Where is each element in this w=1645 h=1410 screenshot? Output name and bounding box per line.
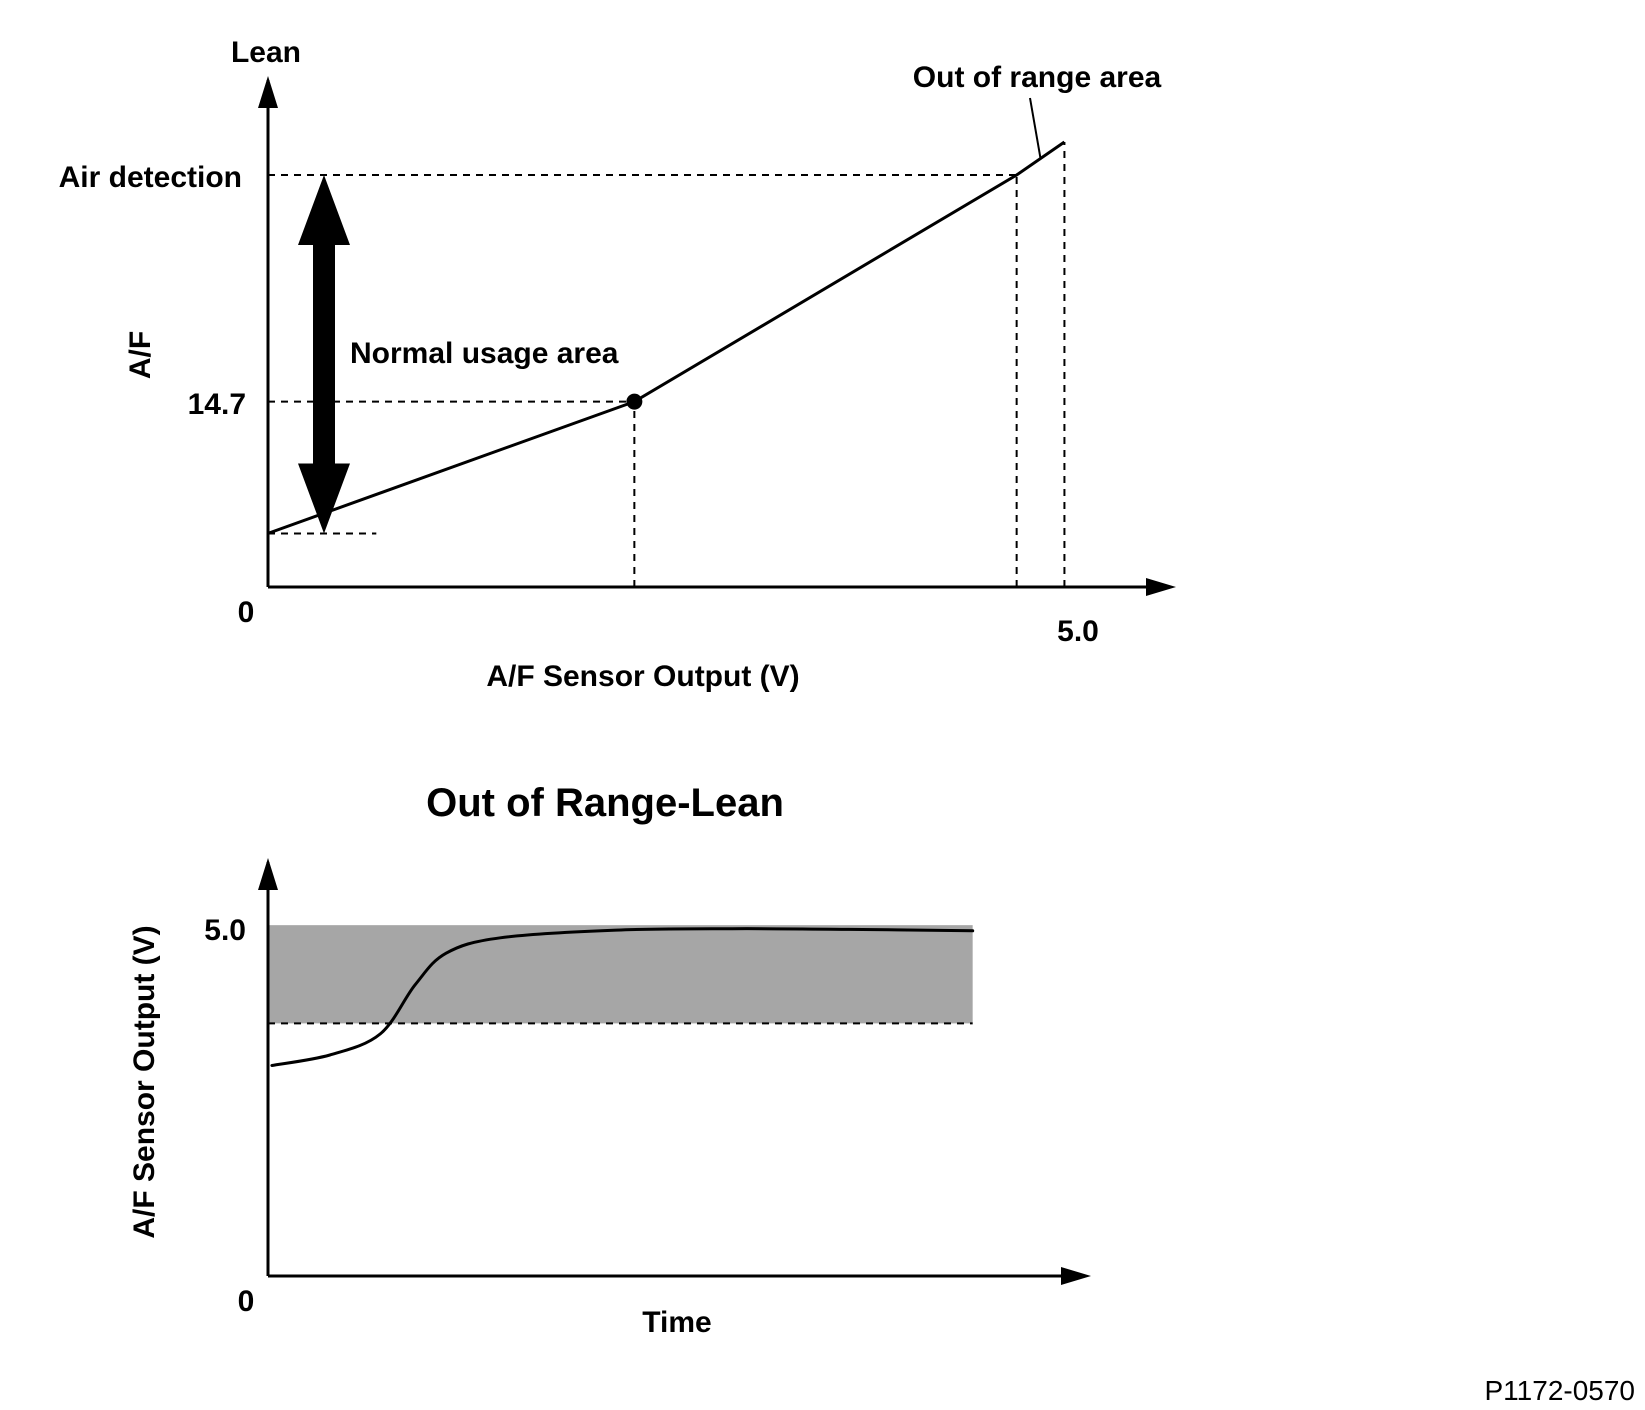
out-of-range-leader-line bbox=[1029, 97, 1042, 159]
x-axis-arrowhead bbox=[1146, 578, 1176, 596]
ref-label-14-7: 14.7 bbox=[188, 388, 246, 421]
y-tick-label: 5.0 bbox=[204, 914, 246, 947]
out-of-range-lean-chart: Out of Range-Lean A/F Sensor Output (V) … bbox=[128, 781, 1091, 1339]
ref-label-air-detection: Air detection bbox=[59, 161, 242, 194]
band-group bbox=[268, 925, 973, 1025]
sensor-output-curve bbox=[270, 927, 975, 1067]
y-axis-label: A/F bbox=[124, 331, 157, 379]
x-tick-label: 5.0 bbox=[1057, 615, 1099, 648]
figure-id: P1172-0570 bbox=[1485, 1375, 1636, 1406]
y-direction-label: Lean bbox=[231, 36, 301, 69]
normal-usage-area-label: Normal usage area bbox=[350, 337, 619, 370]
x-axis-arrowhead bbox=[1061, 1267, 1091, 1285]
reference-lines bbox=[268, 142, 1066, 587]
stoichiometric-point-marker bbox=[626, 393, 643, 410]
chart-title: Out of Range-Lean bbox=[426, 781, 784, 825]
annotations-group bbox=[298, 97, 1042, 534]
series-group bbox=[270, 927, 975, 1067]
y-axis-arrowhead bbox=[258, 76, 278, 108]
x-axis-label: Time bbox=[642, 1306, 711, 1339]
origin-label: 0 bbox=[238, 1285, 255, 1318]
af-characteristic-chart: Lean A/F A/F Sensor Output (V) 0 5.0 Air… bbox=[59, 36, 1176, 693]
out-of-range-area-label: Out of range area bbox=[913, 61, 1162, 94]
normal-usage-double-arrow bbox=[298, 175, 350, 534]
out-of-range-band bbox=[268, 925, 973, 1024]
y-axis-arrowhead bbox=[258, 858, 278, 890]
y-axis-label: A/F Sensor Output (V) bbox=[128, 925, 161, 1238]
x-axis-label: A/F Sensor Output (V) bbox=[486, 660, 799, 693]
origin-label: 0 bbox=[238, 596, 255, 629]
